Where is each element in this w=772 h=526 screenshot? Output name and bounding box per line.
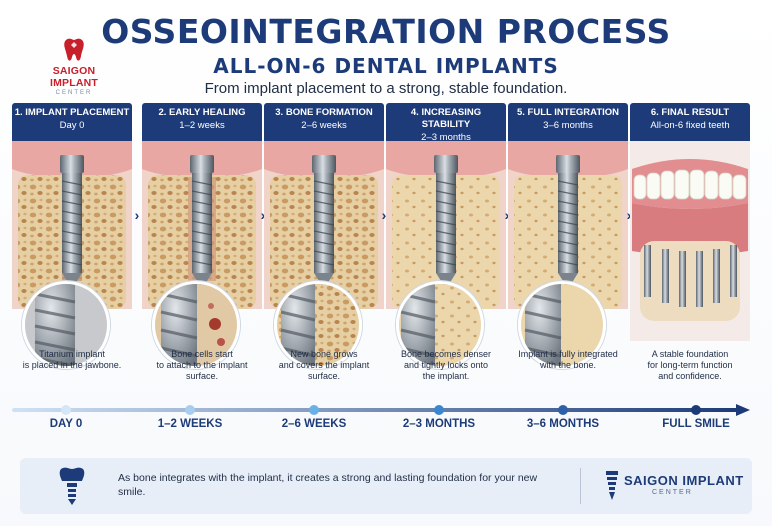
brand-logo: SAIGON IMPLANT CENTER: [28, 36, 120, 96]
stage-step: 2. EARLY HEALING: [158, 107, 246, 118]
stage-time: 3–6 months: [543, 120, 593, 131]
chevron-right-icon: ›: [381, 207, 387, 223]
stage-step: 1. IMPLANT PLACEMENT: [14, 107, 130, 118]
desc-line: and tightly locks onto: [403, 360, 489, 370]
timeline-label: 2–6 WEEKS: [281, 418, 347, 430]
stage-step: 5. FULL INTEGRATION: [516, 107, 620, 118]
stage-5-full-integration: 5. FULL INTEGRATION 3–6 months: [508, 103, 628, 408]
jawbone-implant-image: [386, 141, 506, 309]
chevron-right-icon: ›: [626, 207, 632, 223]
timeline-dot: [185, 405, 195, 415]
logo-subtitle: CENTER: [55, 90, 93, 96]
stage-time: All-on-6 fixed teeth: [650, 120, 730, 131]
stage-header: 3. BONE FORMATION 2–6 weeks: [264, 103, 384, 141]
stage-description: Titanium implant is placed in the jawbon…: [12, 349, 132, 371]
desc-line: Titanium implant: [39, 349, 105, 359]
jawbone-implant-image: [12, 141, 132, 309]
page-tagline: From implant placement to a strong, stab…: [204, 80, 568, 97]
timeline-label: DAY 0: [49, 418, 83, 430]
timeline-dot: [309, 405, 319, 415]
implant-logo-icon: [606, 471, 618, 500]
stage-3-bone-formation: 3. BONE FORMATION 2–6 weeks: [264, 103, 384, 408]
desc-line: surface.: [185, 371, 218, 381]
timeline-label: 2–3 MONTHS: [402, 418, 476, 430]
desc-line: surface.: [307, 371, 340, 381]
desc-line: is placed in the jawbone.: [22, 360, 122, 370]
desc-line: A stable foundation: [651, 349, 729, 359]
full-arch-illustration: [630, 141, 750, 341]
stage-description: Bone cells start to attach to the implan…: [142, 349, 262, 382]
desc-line: to attach to the implant: [156, 360, 248, 370]
zoom-circle: [274, 281, 362, 369]
timeline-dot: [691, 405, 701, 415]
stage-header: 1. IMPLANT PLACEMENT Day 0: [12, 103, 132, 141]
jawbone-implant-image: [142, 141, 262, 309]
timeline-arrowhead: [736, 404, 750, 416]
timeline-label: FULL SMILE: [662, 418, 730, 430]
desc-line: Bone cells start: [171, 349, 233, 359]
stage-step: 3. BONE FORMATION: [275, 107, 373, 118]
desc-line: for long-term function: [647, 360, 733, 370]
timeline-dot: [434, 405, 444, 415]
logo-name: SAIGON IMPLANT: [49, 65, 99, 89]
zoom-circle: [518, 281, 606, 369]
chevron-right-icon: ›: [134, 207, 140, 223]
stage-2-early-healing: 2. EARLY HEALING 1–2 weeks: [142, 103, 262, 408]
timeline-dot: [558, 405, 568, 415]
implant-illustration: [142, 141, 262, 309]
implant-illustration: [12, 141, 132, 309]
timeline-label: 1–2 WEEKS: [157, 418, 223, 430]
footer-brand: SAIGON IMPLANT: [624, 473, 744, 488]
stage-step: 4. INCREASING STABILITY: [410, 107, 482, 130]
stage-time: 1–2 weeks: [179, 120, 225, 131]
stage-6-final-result: 6. FINAL RESULT All-on-6 fixed teeth: [630, 103, 750, 408]
stage-time: 2–3 months: [421, 132, 471, 143]
zoom-circle: [152, 281, 240, 369]
desc-line: and covers the implant: [278, 360, 370, 370]
stage-header: 5. FULL INTEGRATION 3–6 months: [508, 103, 628, 141]
stage-time: 2–6 weeks: [301, 120, 347, 131]
tooth-logo-icon: [64, 38, 84, 61]
stage-description: New bone grows and covers the implant su…: [264, 349, 384, 382]
all-on-6-arch-image: [630, 141, 750, 341]
implant-illustration: [264, 141, 384, 309]
stage-header: 4. INCREASING STABILITY 2–3 months: [386, 103, 506, 143]
desc-line: and confidence.: [658, 371, 722, 381]
desc-line: with the bone.: [539, 360, 597, 370]
desc-line: New bone grows: [290, 349, 358, 359]
desc-line: Implant is fully integrated: [518, 349, 618, 359]
stage-step: 6. FINAL RESULT: [650, 107, 730, 118]
footer-divider: [580, 468, 581, 504]
footer-brand-sub: CENTER: [652, 489, 693, 496]
stage-header: 6. FINAL RESULT All-on-6 fixed teeth: [630, 103, 750, 141]
stage-time: Day 0: [59, 120, 85, 131]
stage-description: Implant is fully integrated with the bon…: [508, 349, 628, 371]
stage-description: Bone becomes denser and tightly locks on…: [386, 349, 506, 382]
stage-description: A stable foundation for long-term functi…: [630, 349, 750, 382]
footer-text: As bone integrates with the implant, it …: [118, 472, 538, 498]
zoom-circle: [396, 281, 484, 369]
page-subtitle: ALL-ON-6 DENTAL IMPLANTS: [213, 54, 559, 78]
stage-header: 2. EARLY HEALING 1–2 weeks: [142, 103, 262, 141]
page-title: OSSEOINTEGRATION PROCESS: [101, 12, 671, 51]
stage-4-increasing-stability: 4. INCREASING STABILITY 2–3 months: [386, 103, 506, 408]
desc-line: the implant.: [422, 371, 470, 381]
chevron-right-icon: ›: [504, 207, 510, 223]
timeline-dot: [61, 405, 71, 415]
stage-1-implant-placement: 1. IMPLANT PLACEMENT Day 0: [12, 103, 132, 408]
timeline-bar: [12, 404, 750, 416]
zoom-circle: [22, 281, 110, 369]
footer-panel: As bone integrates with the implant, it …: [20, 458, 752, 514]
timeline-label: 3–6 MONTHS: [526, 418, 600, 430]
desc-line: Bone becomes denser: [400, 349, 492, 359]
chevron-right-icon: ›: [260, 207, 266, 223]
implant-icon: [59, 467, 85, 505]
